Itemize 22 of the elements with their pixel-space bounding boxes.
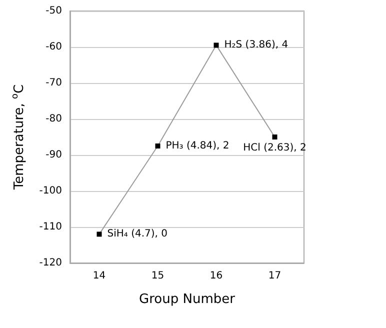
y-tick-label: -60 [46, 42, 62, 52]
x-tick-label: 15 [151, 270, 164, 282]
annotation: HCl (2.63), 2 [243, 142, 306, 154]
y-axis-title: Temperature, oC [10, 84, 27, 191]
point [155, 144, 160, 148]
y-tick-label: -110 [39, 222, 62, 232]
y-tick-label: -80 [46, 114, 62, 124]
annotation: H₂S (3.86), 4 [224, 40, 288, 51]
y-tick-label: -50 [46, 6, 62, 16]
y-tick-label: -70 [46, 78, 62, 88]
point [96, 232, 102, 237]
point [272, 134, 278, 140]
x-axis-title: Group Number [139, 292, 236, 307]
y-tick-label: -120 [39, 258, 62, 268]
annotation: PH₃ (4.84), 2 [166, 140, 230, 152]
annotation: SiH₄ (4.7), 0 [107, 228, 168, 240]
y-tick-label: -90 [46, 150, 62, 160]
y-tick-label: -100 [39, 186, 62, 196]
x-tick-label: 16 [210, 270, 223, 282]
x-tick-label: 14 [92, 270, 106, 282]
x-tick-label: 17 [268, 270, 282, 282]
point [214, 42, 219, 48]
